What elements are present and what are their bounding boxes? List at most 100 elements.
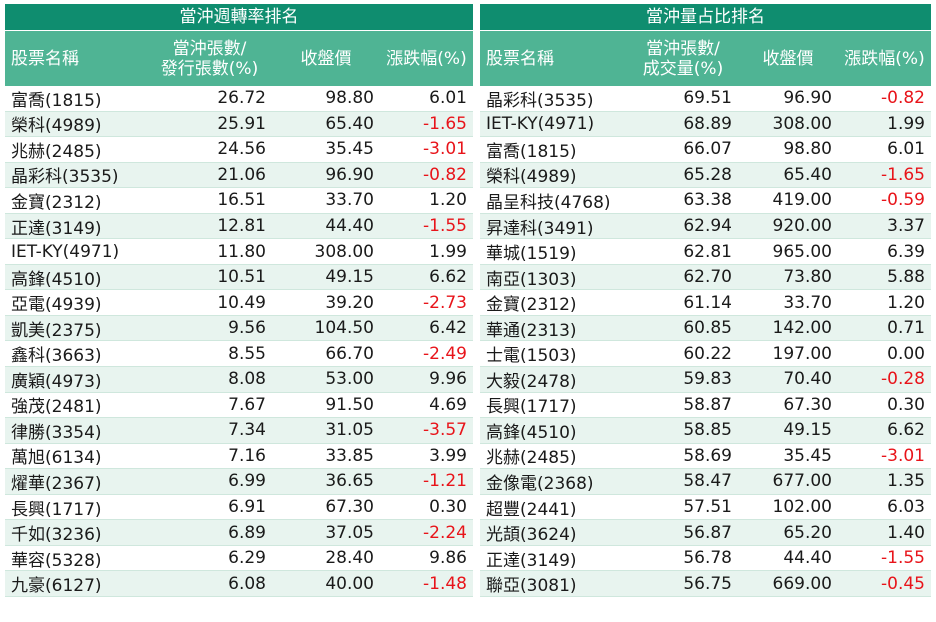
- table-row: 華城(1519) 62.81 965.00 6.39: [480, 239, 931, 265]
- ratio-cell: 56.78: [683, 548, 732, 569]
- close-price-cell: 39.20: [325, 292, 374, 313]
- change-cell: -2.24: [423, 522, 467, 543]
- stock-name-cell: 正達(3149): [486, 550, 577, 571]
- stock-name-cell: 律勝(3354): [11, 422, 102, 443]
- close-price-cell: 142.00: [772, 318, 832, 339]
- change-cell: 6.62: [429, 267, 467, 288]
- stock-name-cell: 華容(5328): [11, 550, 102, 571]
- header-change: 漲跌幅(%): [838, 49, 931, 69]
- change-cell: 3.99: [429, 445, 467, 466]
- change-cell: -3.01: [423, 139, 467, 160]
- ratio-cell: 7.34: [228, 420, 266, 441]
- ratio-cell: 10.51: [217, 267, 266, 288]
- stock-name-cell: 凱美(2375): [11, 320, 102, 341]
- ratio-cell: 9.56: [228, 318, 266, 339]
- close-price-cell: 35.45: [783, 445, 832, 466]
- header-text: 當沖張數/: [172, 38, 247, 59]
- stock-name-cell: 燿華(2367): [11, 473, 102, 494]
- table-row: 鑫科(3663) 8.55 66.70 -2.49: [5, 341, 473, 368]
- ratio-cell: 65.28: [683, 164, 732, 185]
- stock-name-cell: IET-KY(4971): [486, 113, 595, 134]
- close-price-cell: 308.00: [772, 113, 832, 134]
- close-price-cell: 70.40: [783, 369, 832, 390]
- stock-name-cell: 士電(1503): [486, 346, 577, 367]
- stock-name-cell: 鑫科(3663): [11, 346, 102, 367]
- table-row: 律勝(3354) 7.34 31.05 -3.57: [5, 418, 473, 444]
- ratio-cell: 7.16: [228, 445, 266, 466]
- table-row: 千如(3236) 6.89 37.05 -2.24: [5, 520, 473, 546]
- table-row: 昇達科(3491) 62.94 920.00 3.37: [480, 213, 931, 240]
- close-price-cell: 49.15: [325, 267, 374, 288]
- header-text: 漲跌幅(%): [386, 48, 467, 69]
- change-cell: -1.21: [423, 471, 467, 492]
- change-cell: 6.39: [887, 241, 925, 262]
- table-row: 南亞(1303) 62.70 73.80 5.88: [480, 264, 931, 291]
- close-price-cell: 197.00: [772, 343, 832, 364]
- header-text: 股票名稱: [486, 48, 554, 69]
- ratio-cell: 61.14: [683, 292, 732, 313]
- ratio-cell: 24.56: [217, 139, 266, 160]
- stock-name-cell: 萬旭(6134): [11, 448, 102, 469]
- table-row: 華容(5328) 6.29 28.40 9.86: [5, 546, 473, 572]
- stock-name-cell: 金寶(2312): [486, 295, 577, 316]
- ratio-cell: 12.81: [217, 216, 266, 236]
- change-cell: -3.01: [881, 445, 925, 466]
- stock-name-cell: 晶呈科技(4768): [486, 192, 611, 213]
- header-text: 股票名稱: [11, 48, 79, 69]
- ratio-cell: 63.38: [683, 190, 732, 211]
- stock-name-cell: 晶彩科(3535): [486, 90, 594, 111]
- ratio-cell: 8.08: [228, 369, 266, 390]
- table-row: 聯亞(3081) 56.75 669.00 -0.45: [480, 571, 931, 597]
- table-row: 正達(3149) 12.81 44.40 -1.55: [5, 213, 473, 240]
- change-cell: -0.59: [881, 190, 925, 211]
- change-cell: 1.99: [887, 113, 925, 134]
- stock-name-cell: 高鋒(4510): [11, 269, 102, 290]
- change-cell: 6.01: [887, 139, 925, 160]
- stock-name-cell: 富喬(1815): [11, 90, 102, 111]
- change-cell: 3.37: [887, 216, 925, 236]
- change-cell: -1.65: [881, 164, 925, 185]
- close-price-cell: 67.30: [325, 497, 374, 518]
- change-cell: 1.20: [429, 190, 467, 211]
- panel-title: 當沖週轉率排名: [5, 4, 473, 30]
- change-cell: 6.03: [887, 497, 925, 518]
- stock-name-cell: 聯亞(3081): [486, 576, 577, 597]
- table-body: 富喬(1815) 26.72 98.80 6.01 榮科(4989) 25.91 65.40…: [5, 86, 473, 597]
- table-row: 士電(1503) 60.22 197.00 0.00: [480, 341, 931, 368]
- change-cell: -0.82: [881, 88, 925, 109]
- stock-name-cell: 金像電(2368): [486, 473, 594, 494]
- change-cell: 4.69: [429, 394, 467, 415]
- header-close: 收盤價: [738, 49, 838, 69]
- ratio-cell: 6.89: [228, 522, 266, 543]
- stock-name-cell: 千如(3236): [11, 525, 102, 546]
- table-row: 超豐(2441) 57.51 102.00 6.03: [480, 495, 931, 521]
- ratio-cell: 16.51: [217, 190, 266, 211]
- header-ratio: 當沖張數/發行張數(%): [147, 39, 272, 79]
- stock-name-cell: 兆赫(2485): [486, 448, 577, 469]
- ratio-cell: 58.69: [683, 445, 732, 466]
- change-cell: -1.65: [423, 113, 467, 134]
- ratio-cell: 7.67: [228, 394, 266, 415]
- table-row: 金寶(2312) 16.51 33.70 1.20: [5, 188, 473, 214]
- stock-name-cell: 晶彩科(3535): [11, 167, 119, 188]
- close-price-cell: 98.80: [783, 139, 832, 160]
- stock-name-cell: 富喬(1815): [486, 141, 577, 162]
- table-row: 晶呈科技(4768) 63.38 419.00 -0.59: [480, 188, 931, 214]
- close-price-cell: 920.00: [772, 216, 832, 236]
- ratio-cell: 25.91: [217, 113, 266, 134]
- change-cell: 1.35: [887, 471, 925, 492]
- header-text: 發行張數(%): [160, 58, 259, 79]
- change-cell: 1.20: [887, 292, 925, 313]
- change-cell: -1.55: [881, 548, 925, 569]
- stock-name-cell: 兆赫(2485): [11, 141, 102, 162]
- close-price-cell: 65.40: [325, 113, 374, 134]
- close-price-cell: 67.30: [783, 394, 832, 415]
- ratio-cell: 62.70: [683, 267, 732, 288]
- header-text: 收盤價: [762, 48, 814, 69]
- table-row: 晶彩科(3535) 21.06 96.90 -0.82: [5, 162, 473, 189]
- close-price-cell: 96.90: [783, 88, 832, 109]
- header-text: 當沖張數/: [646, 38, 720, 59]
- table-row: 榮科(4989) 25.91 65.40 -1.65: [5, 111, 473, 138]
- stock-name-cell: 亞電(4939): [11, 295, 102, 316]
- close-price-cell: 44.40: [325, 216, 374, 236]
